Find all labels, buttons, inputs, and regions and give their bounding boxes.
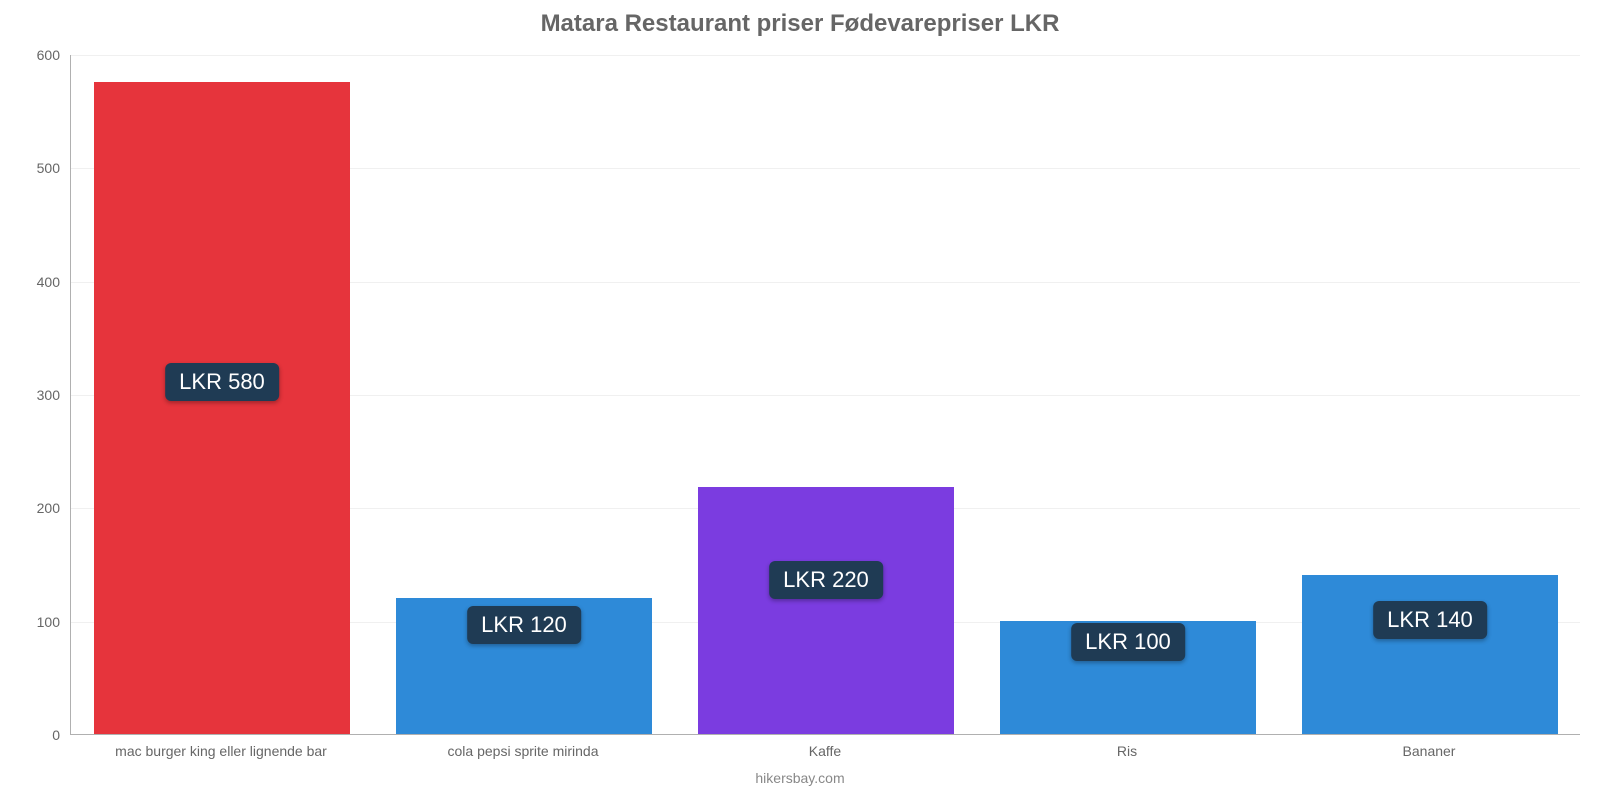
- y-tick-label: 500: [37, 160, 60, 176]
- bar: LKR 580: [94, 82, 351, 734]
- bar-value-label: LKR 140: [1373, 601, 1487, 639]
- bar: LKR 100: [1000, 621, 1257, 734]
- gridline: [71, 55, 1580, 56]
- bar: LKR 140: [1302, 575, 1559, 734]
- chart-footer: hikersbay.com: [0, 770, 1600, 786]
- y-tick-label: 300: [37, 387, 60, 403]
- x-tick-label: cola pepsi sprite mirinda: [448, 743, 599, 759]
- x-tick-label: Kaffe: [809, 743, 841, 759]
- x-tick-label: Bananer: [1403, 743, 1456, 759]
- bar: LKR 220: [698, 487, 955, 734]
- x-tick-label: Ris: [1117, 743, 1137, 759]
- y-tick-label: 100: [37, 614, 60, 630]
- y-tick-label: 600: [37, 47, 60, 63]
- bar-value-label: LKR 120: [467, 606, 581, 644]
- bar-value-label: LKR 580: [165, 363, 279, 401]
- plot-area: LKR 580 LKR 120 LKR 220 LKR 100 LKR 140: [70, 55, 1580, 735]
- y-tick-label: 200: [37, 500, 60, 516]
- price-chart: Matara Restaurant priser Fødevarepriser …: [0, 0, 1600, 800]
- chart-title: Matara Restaurant priser Fødevarepriser …: [0, 10, 1600, 38]
- bar-value-label: LKR 220: [769, 561, 883, 599]
- x-tick-label: mac burger king eller lignende bar: [115, 743, 327, 759]
- y-tick-label: 0: [52, 727, 60, 743]
- bar-value-label: LKR 100: [1071, 623, 1185, 661]
- y-tick-label: 400: [37, 274, 60, 290]
- bar: LKR 120: [396, 598, 653, 734]
